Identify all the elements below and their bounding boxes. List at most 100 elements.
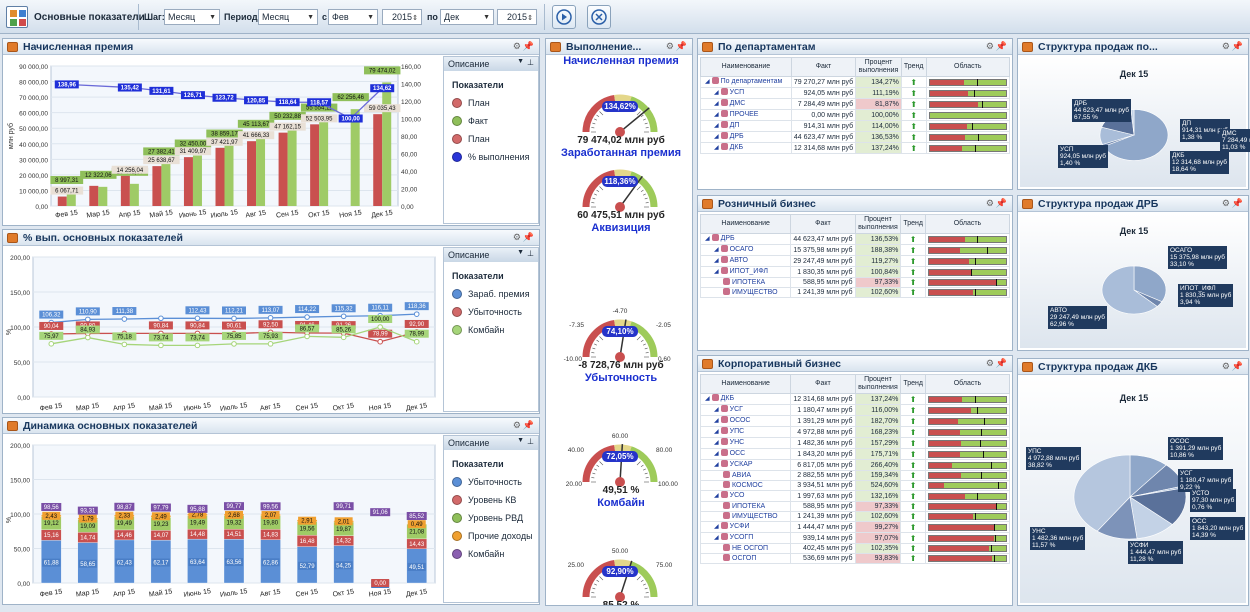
- expand-icon[interactable]: ◢: [705, 396, 710, 402]
- table-row[interactable]: ◢ АВТО 29 247,49 млн руб 119,27% ⬆: [699, 255, 1011, 267]
- table-row[interactable]: ◢ ДРБ 44 623,47 млн руб 136,53% ⬆: [700, 131, 1011, 143]
- expand-icon[interactable]: ◢: [714, 101, 719, 107]
- table-row[interactable]: ◢ ОСОС 1 391,29 млн руб 182,70% ⬆: [699, 415, 1011, 427]
- pin-icon[interactable]: ⊥: [527, 58, 534, 67]
- column-header[interactable]: Наименование: [700, 57, 792, 77]
- pin-icon[interactable]: 📌: [995, 41, 1007, 51]
- expand-icon[interactable]: ◢: [714, 407, 719, 413]
- column-header[interactable]: Область: [924, 214, 1011, 234]
- legend-item[interactable]: Прочие доходы: [444, 527, 538, 545]
- chevron-down-icon[interactable]: ▼: [517, 58, 524, 65]
- column-header[interactable]: Тренд: [900, 57, 927, 77]
- expand-icon[interactable]: ◢: [705, 79, 710, 85]
- pin-icon[interactable]: 📌: [1231, 41, 1243, 51]
- to-month-select[interactable]: Дек ▼: [440, 9, 494, 25]
- expand-icon[interactable]: ◢: [714, 418, 719, 424]
- legend-item[interactable]: % выполнения: [444, 148, 538, 166]
- table-row[interactable]: ◢ ДП 914,31 млн руб 114,00% ⬆: [700, 120, 1011, 132]
- table-row[interactable]: ◢ ОСАГО 15 375,98 млн руб 188,38% ⬆: [699, 244, 1011, 256]
- expand-icon[interactable]: ◢: [714, 429, 719, 435]
- column-header[interactable]: Наименование: [699, 374, 792, 394]
- chevron-down-icon[interactable]: ▼: [517, 249, 524, 256]
- expand-icon[interactable]: ◢: [714, 524, 719, 530]
- table-row[interactable]: ◢ ДКБ 12 314,68 млн руб 137,24% ⬆: [700, 142, 1011, 154]
- table-row[interactable]: НЕ ОСГОП 402,45 млн руб 102,35% ⬆: [699, 543, 1011, 554]
- legend-item[interactable]: Уровень КВ: [444, 491, 538, 509]
- pin-icon[interactable]: 📌: [1231, 198, 1243, 208]
- pin-icon[interactable]: ⊥: [527, 437, 534, 446]
- table-row[interactable]: ◢ ОСС 1 843,20 млн руб 175,71% ⬆: [699, 448, 1011, 460]
- expand-icon[interactable]: ◢: [705, 236, 710, 242]
- play-button[interactable]: [552, 5, 576, 29]
- table-row[interactable]: ◢ По департаментам 79 270,27 млн руб 134,27…: [700, 76, 1011, 88]
- chevron-down-icon[interactable]: ▼: [517, 437, 524, 444]
- expand-icon[interactable]: ◢: [714, 258, 719, 264]
- gear-icon[interactable]: ⚙: [1221, 361, 1230, 371]
- period-select[interactable]: Месяц ▼: [258, 9, 318, 25]
- expand-icon[interactable]: ◢: [714, 269, 719, 275]
- column-header[interactable]: Процент выполнения: [854, 214, 902, 234]
- gear-icon[interactable]: ⚙: [1221, 198, 1230, 208]
- expand-icon[interactable]: ◢: [714, 90, 719, 96]
- column-header[interactable]: Процент выполнения: [855, 57, 902, 77]
- table-row[interactable]: ◢ УНС 1 482,36 млн руб 157,29% ⬆: [699, 437, 1011, 449]
- from-year-stepper[interactable]: 2015 ⇕: [382, 9, 422, 25]
- pin-icon[interactable]: 📌: [995, 358, 1007, 368]
- expand-icon[interactable]: ◢: [714, 112, 719, 118]
- expand-icon[interactable]: ◢: [714, 451, 719, 457]
- expand-icon[interactable]: ◢: [714, 535, 719, 541]
- legend-item[interactable]: Уровень РВД: [444, 509, 538, 527]
- legend-item[interactable]: Факт: [444, 112, 538, 130]
- expand-icon[interactable]: ◢: [714, 134, 719, 140]
- expand-icon[interactable]: ◢: [714, 493, 719, 499]
- legend-item[interactable]: Комбайн: [444, 321, 538, 339]
- legend-item[interactable]: Убыточность: [444, 303, 538, 321]
- table-row[interactable]: ◢ УСГ 1 180,47 млн руб 116,00% ⬆: [699, 404, 1011, 416]
- to-year-stepper[interactable]: 2015 ⇕: [497, 9, 537, 25]
- table-row[interactable]: ◢ УСОГП 939,14 млн руб 97,07% ⬆: [699, 532, 1011, 544]
- table-row[interactable]: ИМУЩЕСТВО 1 241,39 млн руб 102,60% ⬆: [699, 287, 1011, 298]
- column-header[interactable]: Процент выполнения: [854, 374, 902, 394]
- table-row[interactable]: АВИА 2 882,55 млн руб 159,34% ⬆: [699, 470, 1011, 481]
- spinner-icon[interactable]: ⇕: [412, 15, 418, 22]
- column-header[interactable]: Тренд: [900, 214, 926, 234]
- pin-icon[interactable]: ⊥: [527, 249, 534, 258]
- settings-button[interactable]: [587, 5, 611, 29]
- pin-icon[interactable]: 📌: [1231, 361, 1243, 371]
- gear-icon[interactable]: ⚙: [985, 198, 994, 208]
- expand-icon[interactable]: ◢: [714, 247, 719, 253]
- pin-icon[interactable]: 📌: [522, 232, 534, 242]
- gear-icon[interactable]: ⚙: [1221, 41, 1230, 51]
- gear-icon[interactable]: ⚙: [665, 41, 674, 51]
- expand-icon[interactable]: ◢: [714, 123, 719, 129]
- pin-icon[interactable]: 📌: [995, 198, 1007, 208]
- pin-icon[interactable]: 📌: [522, 420, 534, 430]
- table-row[interactable]: ◢ ДМС 7 284,49 млн руб 81,87% ⬆: [700, 98, 1011, 110]
- legend-item[interactable]: План: [444, 130, 538, 148]
- column-header[interactable]: Факт: [790, 214, 856, 234]
- gear-icon[interactable]: ⚙: [985, 358, 994, 368]
- table-row[interactable]: ОСГОП 536,69 млн руб 93,83% ⬆: [699, 553, 1011, 564]
- expand-icon[interactable]: ◢: [714, 462, 719, 468]
- table-row[interactable]: ◢ ДКБ 12 314,68 млн руб 137,24% ⬆: [699, 393, 1011, 405]
- from-month-select[interactable]: Фев ▼: [328, 9, 378, 25]
- gear-icon[interactable]: ⚙: [985, 41, 994, 51]
- table-row[interactable]: ◢ УПС 4 972,88 млн руб 168,23% ⬆: [699, 426, 1011, 438]
- table-row[interactable]: ◢ УСО 1 997,63 млн руб 132,16% ⬆: [699, 490, 1011, 502]
- table-row[interactable]: ◢ УСКАР 6 817,05 млн руб 266,40% ⬆: [699, 459, 1011, 471]
- pin-icon[interactable]: 📌: [522, 41, 534, 51]
- legend-item[interactable]: Убыточность: [444, 473, 538, 491]
- table-row[interactable]: ◢ ИПОТ_ИФЛ 1 830,35 млн руб 100,84% ⬆: [699, 266, 1011, 278]
- table-row[interactable]: ИПОТЕКА 588,95 млн руб 97,33% ⬆: [699, 277, 1011, 288]
- legend-item[interactable]: Зараб. премия: [444, 285, 538, 303]
- column-header[interactable]: Факт: [790, 374, 856, 394]
- column-header[interactable]: Наименование: [699, 214, 792, 234]
- column-header[interactable]: Область: [924, 374, 1011, 394]
- step-select[interactable]: Месяц ▼: [164, 9, 220, 25]
- spinner-icon[interactable]: ⇕: [527, 15, 533, 22]
- gear-icon[interactable]: ⚙: [512, 232, 521, 242]
- table-row[interactable]: КОСМОС 3 934,51 млн руб 524,60% ⬆: [699, 480, 1011, 491]
- expand-icon[interactable]: ◢: [714, 440, 719, 446]
- pin-icon[interactable]: 📌: [675, 41, 687, 51]
- table-row[interactable]: ИПОТЕКА 588,95 млн руб 97,33% ⬆: [699, 501, 1011, 512]
